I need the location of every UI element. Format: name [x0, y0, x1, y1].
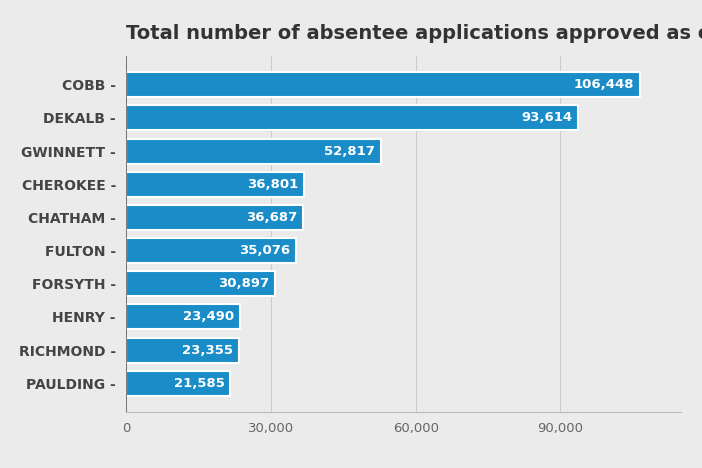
Text: 106,448: 106,448	[574, 78, 634, 91]
Text: 21,585: 21,585	[174, 377, 225, 390]
Text: 52,817: 52,817	[324, 145, 376, 158]
Text: 35,076: 35,076	[239, 244, 290, 257]
Bar	[126, 371, 230, 395]
Text: 36,687: 36,687	[246, 211, 298, 224]
Bar	[126, 305, 239, 329]
Bar	[126, 238, 296, 263]
Text: 93,614: 93,614	[521, 111, 572, 124]
Bar	[126, 73, 640, 97]
Bar	[126, 139, 381, 163]
Bar	[126, 105, 578, 131]
Bar	[126, 205, 303, 230]
Text: 36,801: 36,801	[247, 178, 298, 191]
Text: 30,897: 30,897	[218, 277, 270, 290]
Bar	[126, 271, 275, 296]
Text: Total number of absentee applications approved as of May 2: Total number of absentee applications ap…	[126, 24, 702, 44]
Bar	[126, 172, 304, 197]
Text: 23,355: 23,355	[183, 344, 233, 357]
Text: 23,490: 23,490	[183, 310, 234, 323]
Bar	[126, 337, 239, 363]
